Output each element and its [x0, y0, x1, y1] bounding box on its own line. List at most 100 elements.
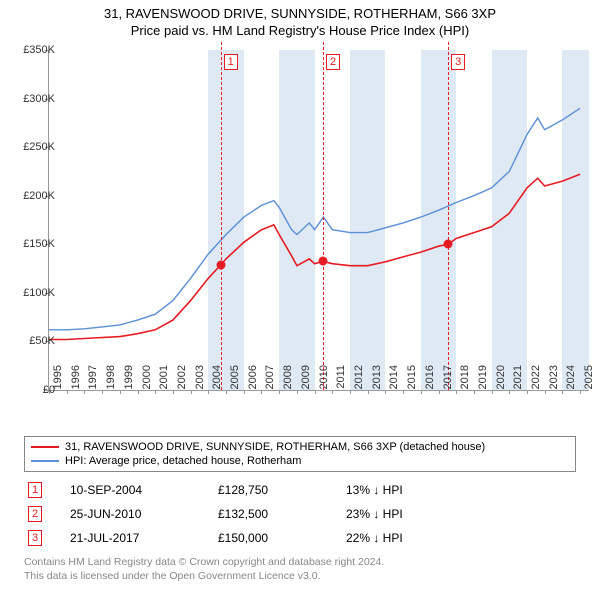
chart-title-block: 31, RAVENSWOOD DRIVE, SUNNYSIDE, ROTHERH…	[0, 0, 600, 40]
event-date: 21-JUL-2017	[70, 531, 200, 545]
x-axis-label: 2020	[495, 365, 507, 395]
event-row: 321-JUL-2017£150,00022% ↓ HPI	[24, 526, 576, 550]
x-tick	[208, 390, 209, 394]
event-diff: 23% ↓ HPI	[346, 507, 436, 521]
x-axis-label: 1998	[105, 365, 117, 395]
y-axis-label: £200K	[10, 190, 55, 202]
legend-swatch	[31, 460, 59, 462]
x-tick	[492, 390, 493, 394]
legend-row: HPI: Average price, detached house, Roth…	[31, 454, 569, 468]
chart-title-line2: Price paid vs. HM Land Registry's House …	[0, 23, 600, 38]
marker-line-2	[323, 42, 324, 390]
event-date: 10-SEP-2004	[70, 483, 200, 497]
x-axis-label: 2017	[442, 365, 454, 395]
x-tick	[545, 390, 546, 394]
marker-line-3	[448, 42, 449, 390]
x-tick	[102, 390, 103, 394]
chart-svg	[49, 50, 589, 390]
x-axis-label: 2009	[300, 365, 312, 395]
x-axis-label: 1999	[123, 365, 135, 395]
y-axis-label: £350K	[10, 44, 55, 56]
x-axis-label: 2007	[264, 365, 276, 395]
chart-plot-area: 1 2 3	[48, 50, 589, 391]
x-axis-label: 2023	[548, 365, 560, 395]
x-axis-label: 1996	[70, 365, 82, 395]
marker-label-3: 3	[451, 54, 465, 70]
x-axis-label: 2012	[353, 365, 365, 395]
x-axis-label: 1997	[87, 365, 99, 395]
x-tick	[279, 390, 280, 394]
x-tick	[173, 390, 174, 394]
x-tick	[403, 390, 404, 394]
marker-label-1: 1	[224, 54, 238, 70]
x-axis-label: 2002	[176, 365, 188, 395]
legend-label: 31, RAVENSWOOD DRIVE, SUNNYSIDE, ROTHERH…	[65, 441, 485, 453]
x-axis-label: 2014	[388, 365, 400, 395]
marker-line-1	[221, 42, 222, 390]
x-axis-label: 2004	[211, 365, 223, 395]
y-axis-label: £50K	[10, 335, 55, 347]
x-axis-label: 2005	[229, 365, 241, 395]
event-num: 3	[28, 530, 42, 546]
legend-swatch	[31, 446, 59, 448]
x-tick	[527, 390, 528, 394]
legend-row: 31, RAVENSWOOD DRIVE, SUNNYSIDE, ROTHERH…	[31, 440, 569, 454]
x-axis-label: 2015	[406, 365, 418, 395]
legend: 31, RAVENSWOOD DRIVE, SUNNYSIDE, ROTHERH…	[24, 436, 576, 472]
y-axis-label: £150K	[10, 238, 55, 250]
footer-line2: This data is licensed under the Open Gov…	[24, 570, 384, 584]
x-axis-label: 1995	[52, 365, 64, 395]
x-axis-label: 2001	[158, 365, 170, 395]
marker-point-1	[216, 260, 225, 269]
marker-point-3	[444, 240, 453, 249]
marker-label-2: 2	[326, 54, 340, 70]
y-axis-label: £250K	[10, 141, 55, 153]
x-tick	[421, 390, 422, 394]
x-tick	[368, 390, 369, 394]
x-tick	[332, 390, 333, 394]
x-axis-label: 2000	[141, 365, 153, 395]
x-axis-label: 2021	[512, 365, 524, 395]
x-tick	[244, 390, 245, 394]
x-tick	[138, 390, 139, 394]
x-tick	[474, 390, 475, 394]
event-price: £132,500	[218, 507, 328, 521]
event-num: 1	[28, 482, 42, 498]
x-tick	[155, 390, 156, 394]
chart-title-line1: 31, RAVENSWOOD DRIVE, SUNNYSIDE, ROTHERH…	[0, 6, 600, 21]
legend-label: HPI: Average price, detached house, Roth…	[65, 455, 301, 467]
x-tick	[580, 390, 581, 394]
x-axis-label: 2019	[477, 365, 489, 395]
x-tick	[191, 390, 192, 394]
event-diff: 22% ↓ HPI	[346, 531, 436, 545]
x-axis-label: 2022	[530, 365, 542, 395]
footer-line1: Contains HM Land Registry data © Crown c…	[24, 556, 384, 570]
x-tick	[562, 390, 563, 394]
footer-attribution: Contains HM Land Registry data © Crown c…	[24, 556, 384, 583]
x-tick	[385, 390, 386, 394]
x-axis-label: 2010	[318, 365, 330, 395]
x-tick	[67, 390, 68, 394]
y-axis-label: £100K	[10, 287, 55, 299]
x-tick	[84, 390, 85, 394]
events-table: 110-SEP-2004£128,75013% ↓ HPI225-JUN-201…	[24, 478, 576, 550]
x-axis-label: 2024	[565, 365, 577, 395]
x-axis-label: 2011	[335, 365, 347, 395]
x-tick	[226, 390, 227, 394]
event-row: 110-SEP-2004£128,75013% ↓ HPI	[24, 478, 576, 502]
x-tick	[456, 390, 457, 394]
event-num: 2	[28, 506, 42, 522]
x-axis-label: 2008	[282, 365, 294, 395]
y-axis-label: £300K	[10, 93, 55, 105]
x-tick	[439, 390, 440, 394]
series-price_paid	[49, 174, 580, 339]
x-axis-label: 2006	[247, 365, 259, 395]
x-tick	[297, 390, 298, 394]
x-tick	[350, 390, 351, 394]
y-axis-label: £0	[10, 384, 55, 396]
x-axis-label: 2003	[194, 365, 206, 395]
x-tick	[315, 390, 316, 394]
marker-point-2	[319, 257, 328, 266]
event-diff: 13% ↓ HPI	[346, 483, 436, 497]
x-axis-label: 2018	[459, 365, 471, 395]
